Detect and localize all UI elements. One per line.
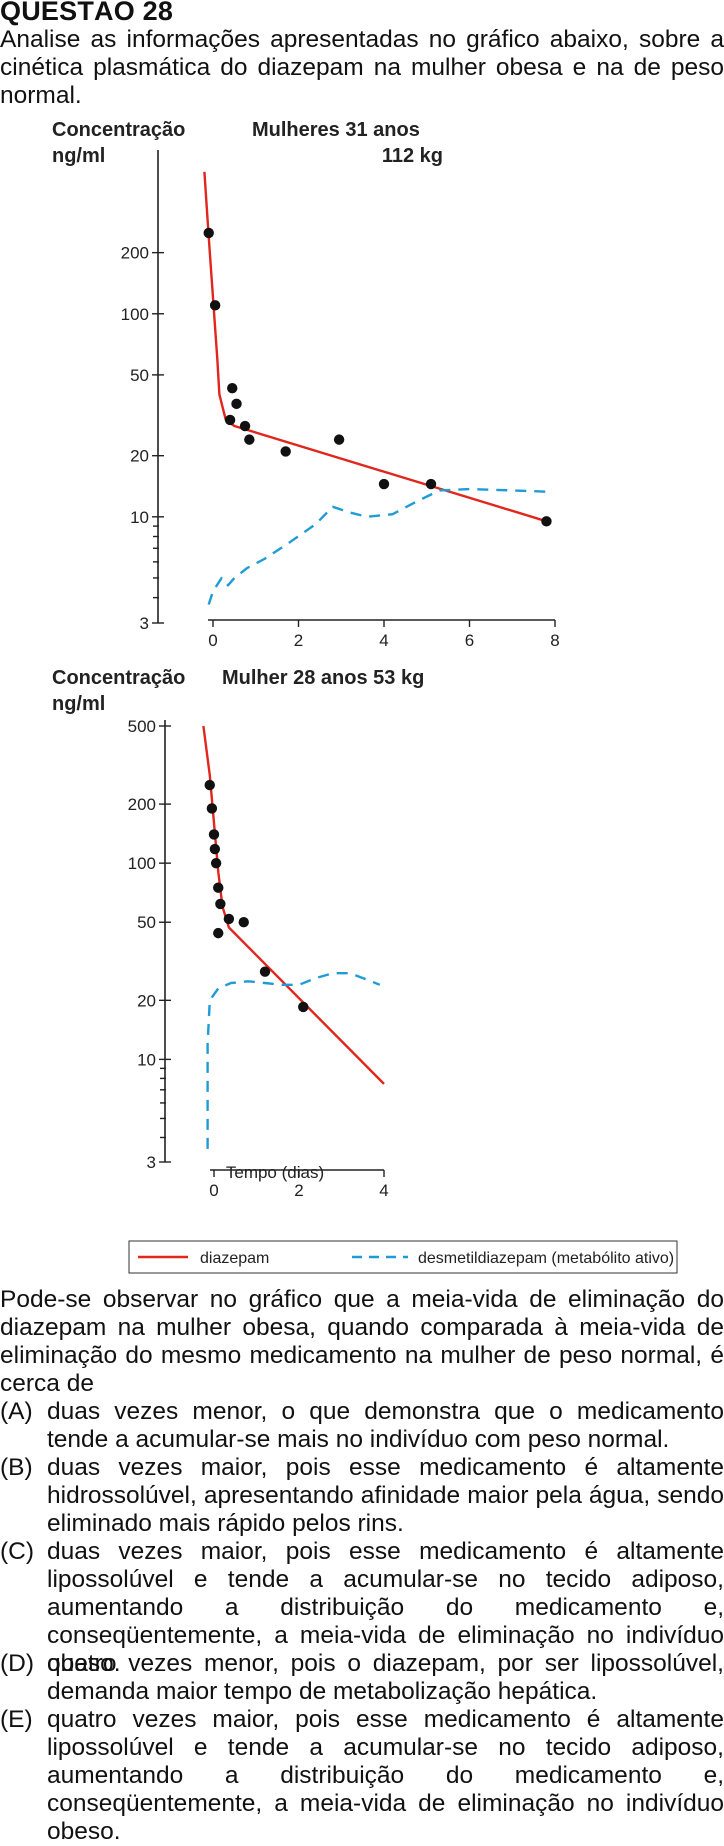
- c2-xtick-label: 0: [209, 1181, 218, 1200]
- c1-ytick-label: 10: [130, 508, 149, 527]
- c1-data-point: [210, 300, 220, 310]
- c1-data-point: [204, 228, 214, 238]
- c2-ytick-label: 20: [137, 991, 156, 1010]
- legend-metabolite-label: desmetildiazepam (metabólito ativo): [418, 1250, 674, 1267]
- c2-data-point: [298, 1002, 308, 1012]
- chart1-title-line2: 112 kg: [382, 145, 443, 167]
- c1-xtick-label: 8: [550, 631, 559, 650]
- c2-data-point: [260, 966, 270, 976]
- c1-data-point: [227, 383, 237, 393]
- c1-xtick-label: 6: [465, 631, 474, 650]
- c2-data-point: [209, 829, 219, 839]
- c1-data-point: [244, 434, 254, 444]
- c1-ytick-label: 3: [140, 614, 149, 633]
- c2-metabolite-line: [208, 973, 380, 1149]
- c2-ytick-label: 500: [128, 717, 156, 736]
- chart-obese-woman: Concentração ng/ml Mulheres 31 anos 112 …: [0, 110, 724, 650]
- c2-data-point: [205, 780, 215, 790]
- c1-xtick-label: 2: [294, 631, 303, 650]
- chart2-ylabel-line2: ng/ml: [52, 693, 105, 715]
- c1-diazepam-line: [204, 172, 546, 522]
- c2-ytick-label: 200: [128, 795, 156, 814]
- c2-data-point: [213, 928, 223, 938]
- c1-ytick-label: 100: [121, 305, 149, 324]
- question-title: QUESTÃO 28: [0, 0, 173, 27]
- c2-ytick-label: 100: [128, 854, 156, 873]
- chart1-ylabel-line2: ng/ml: [52, 145, 105, 167]
- c1-data-point: [280, 446, 290, 456]
- c1-data-point: [379, 479, 389, 489]
- question-stem: Pode-se observar no gráfico que a meia-v…: [0, 1286, 724, 1398]
- c1-xtick-label: 0: [208, 631, 217, 650]
- c1-data-point: [231, 399, 241, 409]
- chart2-xlabel: Tempo (dias): [226, 1163, 324, 1182]
- legend-diazepam-label: diazepam: [200, 1250, 269, 1267]
- c1-ytick-label: 50: [130, 366, 149, 385]
- c2-ytick-label: 3: [147, 1153, 156, 1172]
- c2-data-point: [224, 914, 234, 924]
- chart2-ylabel-line1: Concentração: [52, 667, 185, 689]
- c2-data-point: [213, 882, 223, 892]
- chart-normal-weight-woman: Concentração ng/ml Mulher 28 anos 53 kg …: [0, 660, 724, 1220]
- option-b-label: (B): [0, 1454, 33, 1482]
- c1-ytick-label: 20: [130, 447, 149, 466]
- c1-ytick-label: 200: [121, 244, 149, 263]
- option-d-text: quatro vezes menor, pois o diazepam, por…: [47, 1650, 724, 1706]
- chart1-title-line1: Mulheres 31 anos: [252, 119, 420, 141]
- c1-data-point: [240, 421, 250, 431]
- c2-data-point: [207, 803, 217, 813]
- option-a-label: (A): [0, 1398, 33, 1426]
- option-b-text: duas vezes maior, pois esse medicamento …: [47, 1454, 724, 1538]
- c2-xtick-label: 4: [379, 1181, 388, 1200]
- c2-data-point: [215, 899, 225, 909]
- c1-xtick-label: 4: [379, 631, 388, 650]
- c2-ytick-label: 10: [137, 1050, 156, 1069]
- c2-data-point: [211, 858, 221, 868]
- option-d-label: (D): [0, 1650, 34, 1678]
- option-a-text: duas vezes menor, o que demonstra que o …: [47, 1398, 724, 1454]
- c1-data-point: [225, 415, 235, 425]
- chart1-ylabel-line1: Concentração: [52, 119, 185, 141]
- c1-data-point: [426, 479, 436, 489]
- chart-legend: diazepam desmetildiazepam (metabólito at…: [0, 1239, 724, 1279]
- c1-data-point: [334, 434, 344, 444]
- question-intro: Analise as informações apresentadas no g…: [0, 26, 724, 110]
- c2-xtick-label: 2: [294, 1181, 303, 1200]
- option-e-label: (E): [0, 1706, 33, 1734]
- c2-diazepam-line: [203, 726, 384, 1084]
- option-c-label: (C): [0, 1538, 34, 1566]
- c2-data-point: [210, 844, 220, 854]
- c1-data-point: [541, 516, 551, 526]
- c2-data-point: [239, 917, 249, 927]
- chart2-title: Mulher 28 anos 53 kg: [222, 667, 424, 689]
- c2-ytick-label: 50: [137, 913, 156, 932]
- option-e-text: quatro vezes maior, pois esse medicament…: [47, 1706, 724, 1846]
